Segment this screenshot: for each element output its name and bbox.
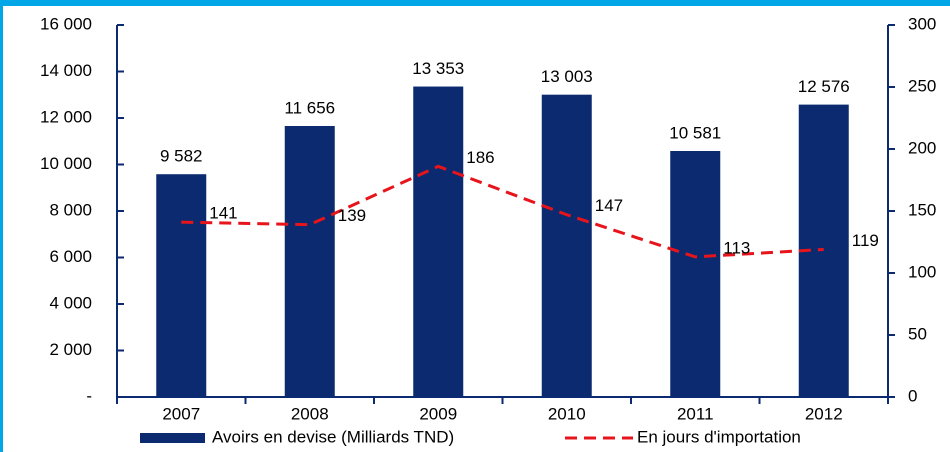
y-tick-label: 4 000: [49, 293, 92, 312]
x-tick-label: 2010: [548, 404, 586, 423]
legend-label: Avoirs en devise (Milliards TND): [212, 427, 454, 446]
x-tick-label: 2007: [162, 404, 200, 423]
line-value-label: 147: [595, 196, 623, 215]
line-value-label: 139: [338, 206, 366, 225]
legend-label: En jours d'importation: [637, 427, 801, 446]
bar-value-label: 9 582: [160, 147, 203, 166]
y2-tick-label: 150: [908, 200, 936, 219]
line-value-label: 186: [466, 148, 494, 167]
x-tick-label: 2008: [291, 404, 329, 423]
bar: [284, 125, 335, 398]
y2-tick-label: 200: [908, 138, 936, 157]
bar-value-label: 11 656: [284, 98, 335, 117]
y-tick-label: 6 000: [49, 247, 92, 266]
bar-value-label: 13 353: [412, 59, 464, 78]
line-value-label: 141: [209, 204, 237, 223]
left-border: [0, 0, 3, 452]
bar: [541, 94, 592, 398]
y2-tick-label: 0: [908, 386, 917, 405]
bar: [156, 174, 207, 397]
top-border: [0, 0, 950, 6]
bar: [413, 86, 464, 397]
legend-swatch: [140, 433, 205, 443]
bar-value-label: 10 581: [669, 123, 721, 142]
y-tick-label: 12 000: [40, 107, 92, 126]
x-tick-label: 2011: [677, 404, 714, 423]
line-value-label: 119: [852, 231, 879, 250]
bar-value-label: 12 576: [798, 77, 850, 96]
y-tick-label: -: [86, 386, 92, 405]
y-tick-label: 2 000: [49, 340, 92, 359]
x-tick-label: 2012: [805, 404, 843, 423]
y2-tick-label: 100: [908, 262, 936, 281]
y2-tick-label: 300: [908, 14, 936, 33]
x-tick-label: 2009: [419, 404, 457, 423]
y-tick-label: 8 000: [49, 200, 92, 219]
bar: [670, 150, 721, 397]
line-value-label: 113: [723, 238, 750, 257]
y2-tick-label: 250: [908, 76, 936, 95]
y-tick-label: 10 000: [40, 154, 92, 173]
y2-tick-label: 50: [908, 324, 927, 343]
y-tick-label: 16 000: [40, 14, 92, 33]
bar-value-label: 13 003: [541, 67, 593, 86]
y-tick-label: 14 000: [40, 61, 92, 80]
